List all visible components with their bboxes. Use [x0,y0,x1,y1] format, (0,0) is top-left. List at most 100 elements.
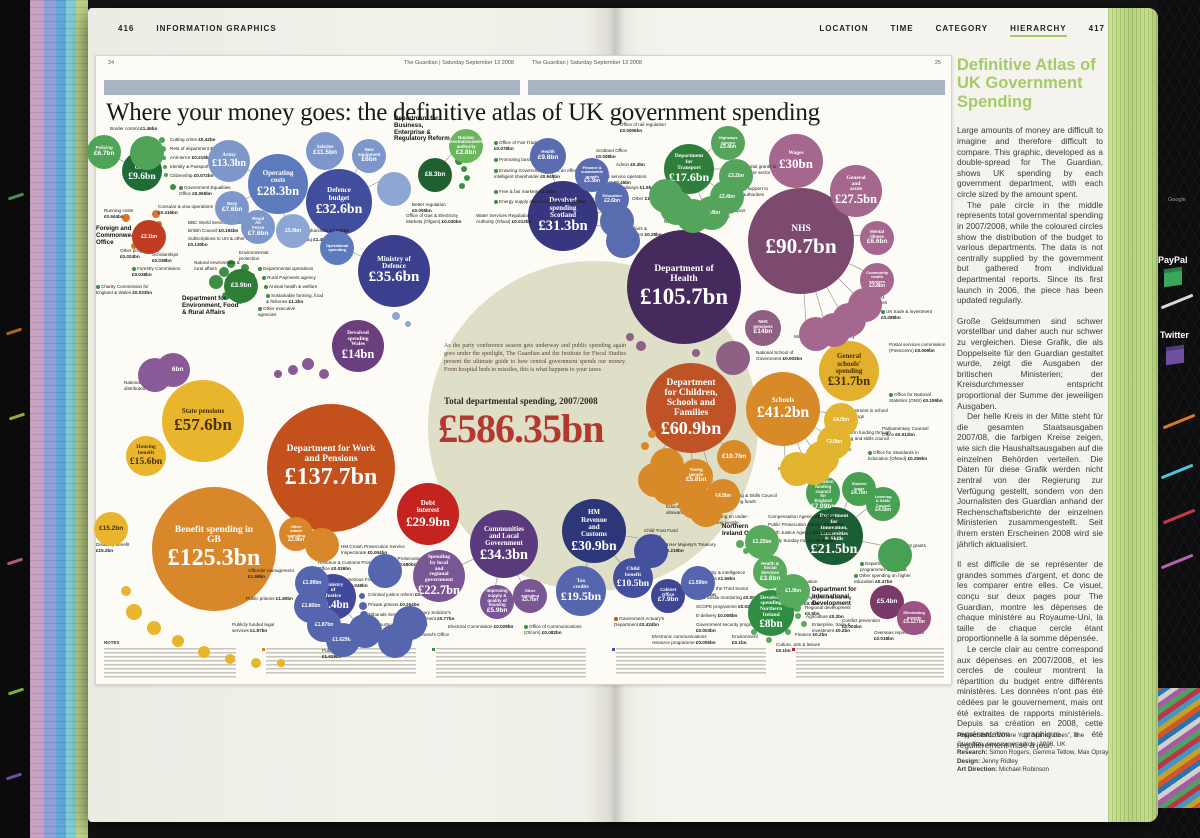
bubble-highways-agency: Highways Agency £5.4bn [711,126,746,161]
bubble-annotation: Other spending on higher education £0.47… [854,573,911,584]
bubble-operating-costs: Operating costs £28.3bn [248,154,308,214]
poster-line [1162,413,1196,429]
bubble-housing-benefit: Housing benefit £15.6bn [126,436,166,476]
bubble-annotation: British Council £0.194bn [188,228,239,233]
bubble-department-of-health: Department of Health £105.7bn [627,230,741,344]
bubble-annotation: Better regulation £0.005bn [412,202,446,213]
bubble-annotation: Capital grants to private sector [743,164,777,175]
satellite-dot [464,175,470,181]
cluster-title: Department for International Development [812,586,857,607]
bubble-annotation: Capital support to local authorities [732,186,769,197]
bubble-annotation: Scholarships £0.038bn [152,252,179,263]
bubble-annotation: UK trade & investment £0.088bn [881,309,932,320]
bubble-annotation: Student grants [896,543,926,548]
bubble-annotation: Admin £0.3bn [616,162,645,167]
bubble--0-24bn [634,534,669,569]
bubble-annotation: Free & fair markets £0.43bn [494,189,584,195]
bubble-annotation: Natural environment & rural affairs [194,260,240,271]
book-nav: LOCATION TIME CATEGORY HIERARCHY 417 [698,24,1105,37]
tab-time: TIME [890,24,914,33]
footnote-marker [792,648,795,651]
bubble--15-2bn: £15.2bn [94,512,129,547]
bubble-annotation: Electronic communications resource progr… [652,634,716,645]
adjacent-label-twitter: Twitter [1160,330,1189,340]
bubble-annotation: Scotland Office £0.008bn [596,148,628,159]
satellite-dot [359,602,367,610]
cluster-title: Department for Environment, Food & Rural… [182,295,239,316]
annotation-dot-icon [494,199,498,204]
bubble-annotation: Public Prosecution Service £0.037bn [768,522,844,527]
bubble-nuclear-decommissioning-authority: Nuclear decommissioning authority £2.8bn [449,129,484,164]
bubble--3-9bn: £3.9bn [224,269,259,304]
bubble-annotation: Running costs £0.944bn [104,208,134,219]
total-spending-label: Total departmental spending, 2007/2008 [444,396,598,406]
bubble-annotation: Postal services commission (Postcomm) £0… [889,342,946,353]
book-spread: 416 INFORMATION GRAPHICS LOCATION TIME CATE… [87,8,1158,822]
satellite-dot [225,654,235,664]
satellite-dot [785,629,791,635]
satellite-dot [319,369,329,379]
bubble-annotation: Office of Gas & Electricity Markets (Ofg… [406,213,462,224]
satellite-dot [288,365,298,375]
bubble-state-pensions: State pensions £57.6bn [162,380,244,462]
bubble-annotation: Afghanistan £3.504bn [304,228,349,233]
annotation-dot-icon [494,189,498,194]
tab-location: LOCATION [819,24,869,33]
bubble-annotation: Government Equalities Office £0.065bn [179,185,231,196]
sidebar-paragraph-fr: Il est difficile de se représenter de gr… [957,559,1103,644]
bubble-health: Health £9.8bn [530,138,566,174]
satellite-dot [277,659,285,667]
satellite-dot [121,586,131,596]
annotation-dot-icon [494,168,498,173]
bubble-new-equipment: New equipment £6bn [352,139,387,174]
tab-category: CATEGORY [935,24,989,33]
total-spending-value: £586.35bn [438,406,604,451]
footnote-marker [432,648,435,651]
bubble--1-80bn: £1.80bn [294,589,329,624]
annotation-dot-icon [854,573,858,578]
bubble-annotation: Employment & learning £0.7bn [804,595,852,606]
bubble-annotation: Overseas representation £0.018bn [874,630,925,641]
satellite-dot [198,646,210,658]
bubble--1-46bn [130,136,165,171]
satellite-dot [170,184,176,190]
bubble-annotation: Anti-terror £0.219bn [170,155,212,160]
bubble-annotation: Cutting crime £0.42bn [170,137,216,142]
footnote-column [796,648,944,678]
bubble-annotation: Revenue & Customs Prosecutions Office £0… [318,560,388,571]
satellite-dot [147,621,161,635]
bubble-annotation: Conflict prevention £0.003bn [842,618,881,629]
satellite-dot [241,264,249,272]
bubble--0-680bn [368,554,403,589]
bubble-annotation: Finance £0.2bn [795,632,828,637]
satellite-dot [219,267,229,277]
bubble--1-9bn [649,179,684,214]
annotation-dot-icon [494,140,498,145]
bubble-annotation: Bloody Sunday Inquiry £0.003bn [768,538,835,543]
bubble--1-5bn [377,172,412,207]
page-edge-stripes [30,0,88,838]
bubble--1-59bn: £1.59bn [681,566,716,601]
notes-label: NOTES [104,640,120,645]
book-edge-left [0,0,30,838]
credit-line: Research: Simon Rogers, Gemma Tetlow, Ma… [957,749,1109,756]
footnote-marker [612,648,615,651]
annotation-dot-icon [262,275,266,280]
bubble-annotation: Culture, arts & leisure £0.1bn [776,642,821,653]
sidebar-paragraph-en: The pale circle in the middle represents… [957,199,1103,306]
annotation-dot-icon [881,309,885,314]
bubble-improving-supply-quality-of-housing: Improving supply & quality of housing £5.… [480,585,515,620]
satellite-dot [459,183,465,189]
adjacent-dark-page: Google PayPal Twitter [1158,0,1200,838]
bubble-annotation: Learning & Skills Council teaching funds [726,493,777,504]
satellite-dot [636,341,646,351]
sidebar-paragraph-en: Large amounts of money are difficult to … [957,125,1103,200]
bubble-health-social-services: Health & Social Services £3.8bn [753,555,788,590]
bubble--2-6bn [716,341,751,376]
bubble-annotation: Private prisons £0.264bn [368,602,420,607]
newspaper-masthead-right: The Guardian | Saturday September 13 200… [532,60,642,66]
cluster-title: Foreign and Commonwealth Office [96,225,143,246]
bubble-learning-skills-council: Learning & Skills Council £4.5bn [866,487,901,522]
bubble-department-for-innovation-universities-s: Department for Innovation, Universities … [805,507,863,565]
bubble-field: Department for Work and Pensions £137.7bn… [87,56,953,686]
